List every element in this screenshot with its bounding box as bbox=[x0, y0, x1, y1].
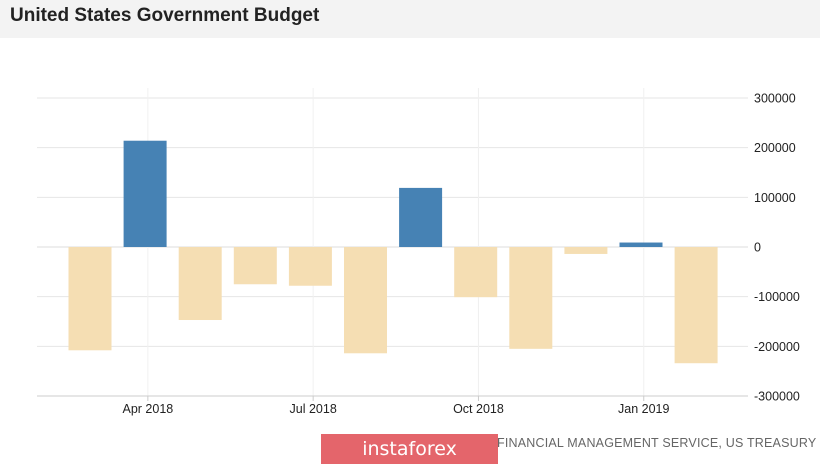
bar bbox=[509, 247, 553, 349]
y-tick-label: -300000 bbox=[754, 390, 800, 404]
chart-title: United States Government Budget bbox=[10, 5, 320, 26]
y-tick-label: -100000 bbox=[754, 290, 800, 304]
bar bbox=[233, 247, 277, 285]
bar bbox=[288, 247, 332, 286]
x-tick-label: Apr 2018 bbox=[122, 402, 173, 416]
y-tick-label: 200000 bbox=[754, 141, 796, 155]
bar bbox=[564, 247, 608, 254]
instaforex-watermark: instaforex bbox=[321, 434, 498, 464]
bar bbox=[619, 242, 663, 247]
bar bbox=[674, 247, 718, 364]
chart-header: United States Government Budget bbox=[0, 0, 820, 38]
y-tick-label: 300000 bbox=[754, 92, 796, 106]
bar bbox=[123, 140, 167, 247]
bar bbox=[178, 247, 222, 321]
bar bbox=[454, 247, 498, 298]
y-tick-label: -200000 bbox=[754, 340, 800, 354]
bar bbox=[68, 247, 112, 351]
x-tick-label: Oct 2018 bbox=[453, 402, 504, 416]
x-tick-label: Jan 2019 bbox=[618, 402, 669, 416]
y-tick-label: 100000 bbox=[754, 191, 796, 205]
bar bbox=[399, 187, 443, 247]
chart-source: FINANCIAL MANAGEMENT SERVICE, US TREASUR… bbox=[497, 436, 817, 450]
bar bbox=[344, 247, 387, 354]
x-tick-label: Jul 2018 bbox=[290, 402, 337, 416]
y-tick-label: 0 bbox=[754, 241, 761, 255]
